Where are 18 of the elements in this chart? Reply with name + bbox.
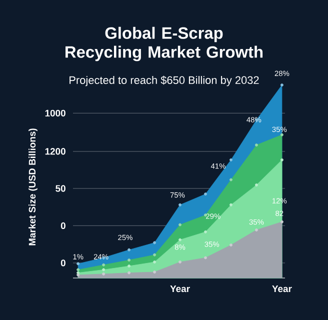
text: 0 (60, 260, 66, 266)
y-axis-title: Market Size (USD Billions) (28, 128, 38, 246)
point (229, 244, 232, 246)
text: 1200 (45, 148, 66, 155)
point (178, 260, 182, 264)
point (102, 272, 106, 276)
point (254, 228, 258, 232)
x-tick-label: Year (272, 286, 292, 292)
text: 1000 (45, 110, 66, 117)
point (280, 220, 284, 224)
text: 0 (60, 222, 66, 230)
point (204, 256, 207, 260)
chart-subtitle: Projected to reach $650 Billion by 2032 (70, 76, 259, 86)
point (153, 270, 156, 274)
text: 50 (56, 185, 66, 192)
point (128, 271, 131, 274)
chart-title: Global E-Scrap Recycling Market Growth (66, 26, 263, 62)
x-tick-label: Year (170, 286, 190, 292)
